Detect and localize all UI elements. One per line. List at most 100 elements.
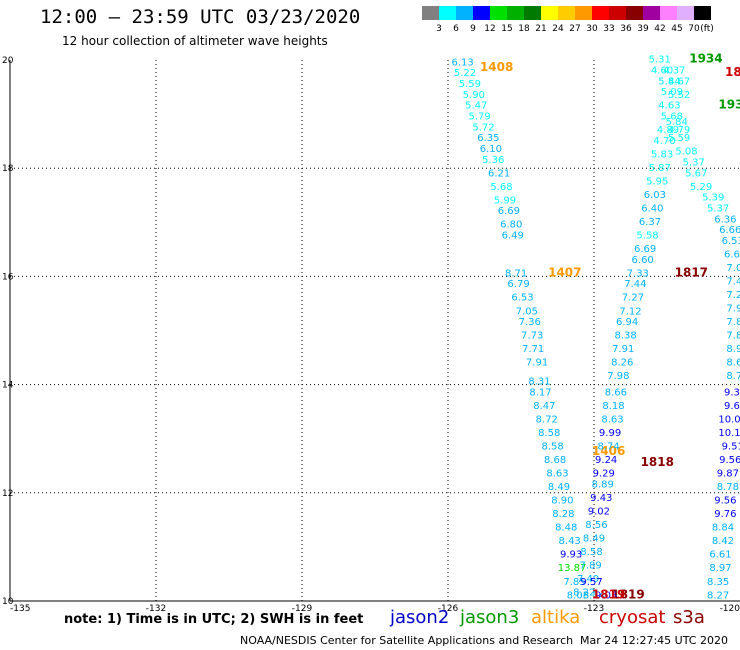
wave-height-label: 8.66	[605, 387, 627, 398]
wave-height-label: 8.90	[551, 496, 573, 507]
page-title: 12:00 – 23:59 UTC 03/23/2020	[40, 6, 361, 28]
wave-height-label: 9.93	[560, 550, 582, 561]
wave-height-label: 5.84	[658, 76, 680, 87]
colorbar-tick-label: 36	[620, 24, 632, 34]
wave-height-label: 8.27	[707, 590, 729, 601]
colorbar-tick-label: 18	[518, 24, 530, 34]
wave-height-label: 8.58	[538, 428, 560, 439]
colorbar-swatch	[524, 6, 541, 20]
colorbar-swatch	[422, 6, 439, 20]
colorbar-swatch	[439, 6, 456, 20]
wave-height-label: 9.76	[714, 509, 736, 520]
pass-time-label: 1934	[718, 98, 740, 112]
wave-height-label: 8.91	[726, 344, 740, 355]
wave-height-label: 8.48	[555, 523, 577, 534]
wave-height-label: 4.37	[663, 66, 685, 77]
colorbar-swatch	[456, 6, 473, 20]
x-tick-label: -120	[720, 604, 740, 612]
wave-height-label: 8.54	[583, 590, 605, 601]
colorbar-swatch	[490, 6, 507, 20]
wave-height-label: 8.35	[707, 577, 729, 588]
wave-height-label: 6.61	[724, 249, 740, 260]
colorbar-tick-label: 24	[552, 24, 564, 34]
pass-time-label: 1407	[548, 265, 581, 279]
wave-height-label: 5.90	[463, 90, 485, 101]
pass-time-label: 1408	[480, 60, 513, 74]
wave-height-label: 7.27	[622, 293, 644, 304]
wave-height-label: 5.22	[454, 68, 476, 79]
colorbar-swatch	[473, 6, 490, 20]
colorbar-tick-label: 39	[637, 24, 649, 34]
wave-height-label: 7.05	[726, 263, 740, 274]
wave-height-label: 7.22	[726, 290, 740, 301]
wave-height-label: 6.60	[632, 255, 654, 266]
wave-height-label: 5.36	[482, 155, 504, 166]
wave-height-label: 8.49	[548, 482, 570, 493]
wave-height-label: 5.09	[661, 87, 683, 98]
wave-height-label: 10.16	[718, 428, 740, 439]
wave-height-label: 6.61	[709, 550, 731, 561]
wave-height-label: 8.31	[528, 377, 550, 388]
wave-height-label: 5.08	[675, 147, 697, 158]
colorbar-swatch	[660, 6, 677, 20]
pass-time-label: 1819	[592, 587, 625, 601]
wave-height-label: 6.35	[477, 133, 499, 144]
wave-height-label: 8.18	[602, 401, 624, 412]
wave-height-label: 6.21	[488, 168, 510, 179]
pass-time-label: 1819	[611, 587, 644, 601]
wave-height-label: 5.79	[469, 112, 491, 123]
wave-height-label: 6.53	[511, 293, 533, 304]
wave-height-label: 5.29	[690, 182, 712, 193]
colorbar-swatch	[592, 6, 609, 20]
wave-height-label: 5.67	[685, 168, 707, 179]
wave-height-label: 7.91	[526, 358, 548, 369]
pass-time-label: 1934	[689, 52, 722, 66]
wave-height-label: 7.44	[624, 279, 646, 290]
wave-height-label: 6.69	[634, 244, 656, 255]
pass-time-label: 181	[725, 65, 740, 79]
wave-height-label: 9.56	[719, 455, 740, 466]
y-tick-label: 14	[2, 381, 14, 391]
colorbar-tick-label: 3	[436, 24, 442, 34]
wave-height-label: 9.87	[717, 469, 739, 480]
wave-height-label: 4.63	[658, 101, 680, 112]
legend-jason2: jason2	[390, 607, 450, 628]
wave-height-label: 7.44	[726, 277, 740, 288]
colorbar-swatch	[558, 6, 575, 20]
wave-height-label: 6.03	[644, 190, 666, 201]
y-tick-label: 16	[2, 272, 14, 282]
wave-height-label: 6.49	[502, 231, 524, 242]
wave-height-label: 8.72	[536, 414, 558, 425]
x-tick-label: -135	[10, 604, 30, 612]
x-tick-label: -126	[438, 604, 459, 612]
pass-time-label: 1818	[641, 455, 674, 469]
wave-height-label: 6.10	[480, 144, 502, 155]
colorbar-tick-label: 6	[453, 24, 459, 34]
wave-height-label: 10.09	[718, 414, 740, 425]
legend-cryosat: cryosat	[599, 607, 666, 628]
legend-s3a: s3a	[673, 607, 705, 628]
wave-height-label: 5.37	[707, 203, 729, 214]
wave-height-label: 9.34	[724, 387, 740, 398]
y-tick-label: 10	[2, 597, 14, 607]
wave-height-label: 7.12	[619, 306, 641, 317]
wave-height-label: 9.99	[599, 428, 621, 439]
colorbar-swatch	[507, 6, 524, 20]
wave-height-label: 7.91	[726, 304, 740, 315]
wave-height-label: 4.60	[651, 66, 673, 77]
wave-height-label: 7.71	[522, 344, 544, 355]
wave-height-label: 7.33	[627, 268, 649, 279]
wave-height-label: 9.57	[580, 577, 602, 588]
wave-height-label: 7.85	[563, 577, 585, 588]
wave-height-label: 5.99	[494, 195, 516, 206]
generated-timestamp: Mar 24 12:27:45 UTC 2020	[580, 634, 728, 647]
colorbar-tick-label: 9	[470, 24, 476, 34]
colorbar-swatch	[694, 6, 711, 20]
wave-height-label: 6.40	[641, 203, 663, 214]
wave-height-label: 8.38	[615, 331, 637, 342]
wave-height-label: 9.51	[722, 442, 740, 453]
wave-height-label: 7.85	[726, 317, 740, 328]
wave-height-label: 7.91	[612, 344, 634, 355]
wave-height-label: 6.53	[722, 236, 740, 247]
pass-time-label: 1817	[675, 265, 708, 279]
